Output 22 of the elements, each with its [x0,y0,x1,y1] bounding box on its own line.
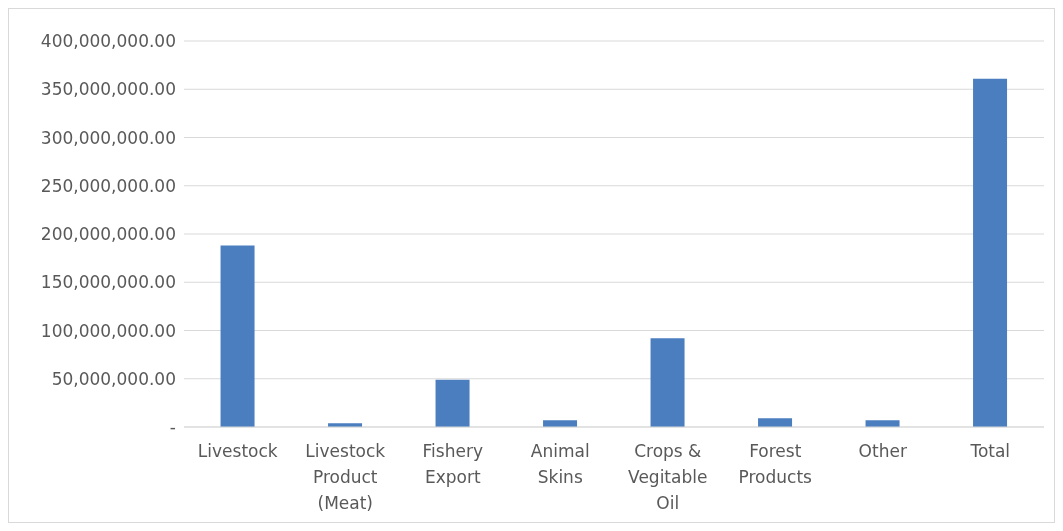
x-tick-label: Crops & Vegitable Oil [628,441,708,513]
bar [758,418,793,427]
x-tick-label: Livestock Product (Meat) [305,441,386,513]
x-tick-label: Animal Skins [530,441,590,487]
bar [220,245,255,427]
y-tick-label: 400,000,000.00 [40,31,176,52]
y-tick-label: 100,000,000.00 [40,320,176,341]
y-tick-label: 350,000,000.00 [40,79,176,100]
x-tick-label: Other [858,441,907,461]
y-tick-label: 300,000,000.00 [40,127,176,148]
x-tick-label: Fishery Export [422,441,483,487]
y-tick-label: 200,000,000.00 [40,224,176,245]
y-tick-label: 50,000,000.00 [51,368,176,389]
x-tick-label: Livestock [197,441,278,461]
x-tick-label: Total [969,441,1011,461]
y-tick-label: 150,000,000.00 [40,272,176,293]
y-tick-label: - [169,417,176,438]
y-tick-label: 250,000,000.00 [40,175,176,196]
bar [650,338,685,427]
x-tick-label: Forest Products [738,441,813,487]
bar [435,379,470,427]
bar [973,78,1008,427]
